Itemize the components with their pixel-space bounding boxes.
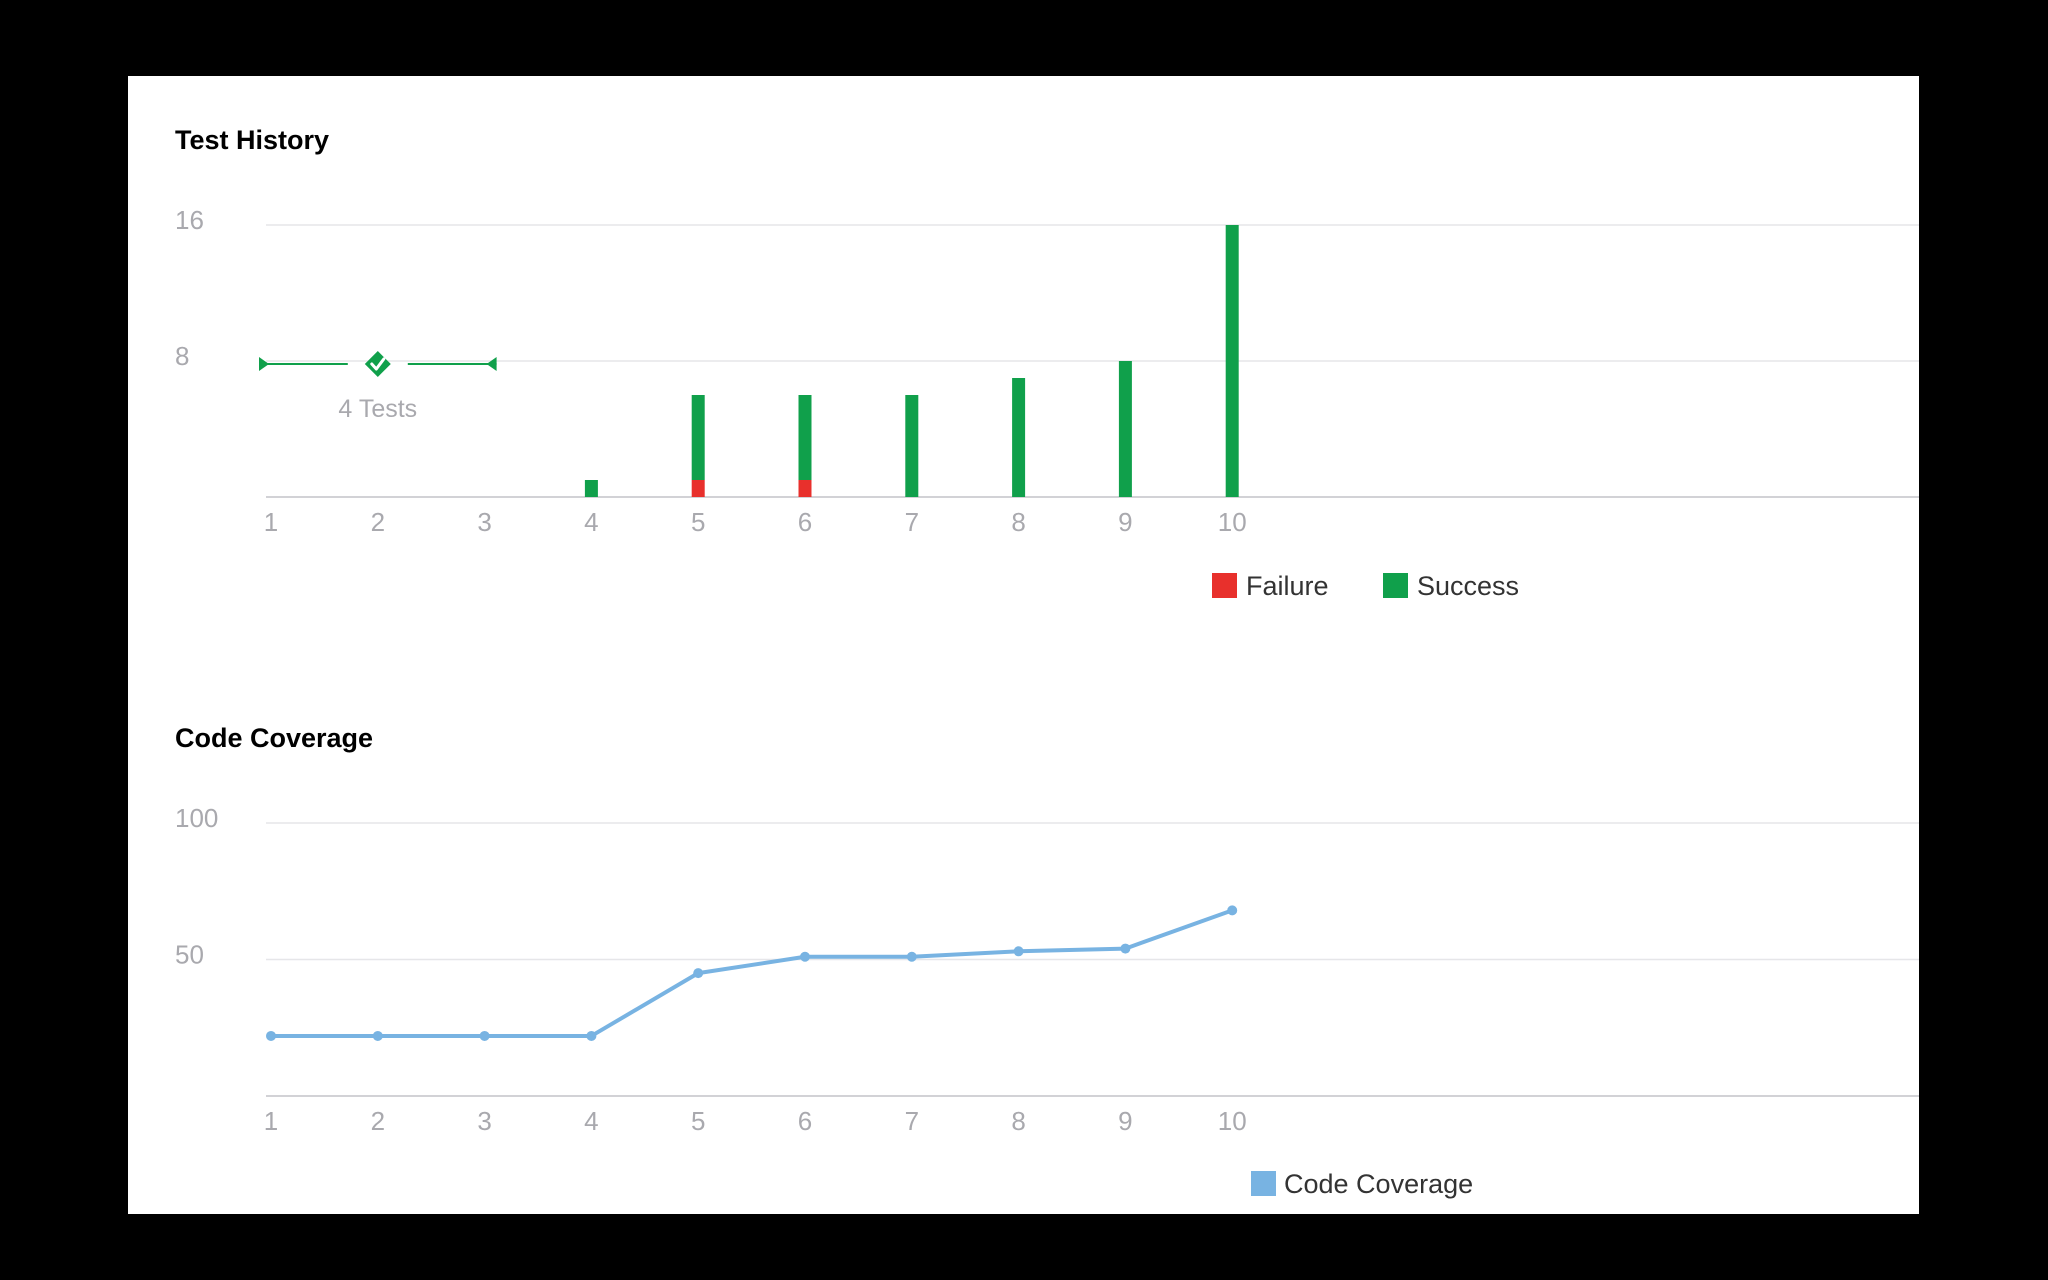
code-coverage-chart: 50 100 1 2 3 4 5 6 7 8 9 10 Code Coverage xyxy=(175,803,1919,1199)
x-tick-label: 4 xyxy=(584,507,598,537)
y-tick-label: 50 xyxy=(175,940,204,970)
data-point xyxy=(1227,905,1238,916)
x-tick-label: 2 xyxy=(371,1106,385,1136)
bar-failure xyxy=(691,480,705,497)
x-tick-label: 7 xyxy=(905,1106,919,1136)
annotation-end-marker xyxy=(486,357,497,371)
x-tick-label: 6 xyxy=(798,1106,812,1136)
x-tick-label: 7 xyxy=(905,507,919,537)
x-tick-label: 8 xyxy=(1011,507,1025,537)
data-point xyxy=(266,1030,276,1041)
bar-success xyxy=(584,480,598,497)
bar-failure xyxy=(798,480,812,497)
y-tick-label: 8 xyxy=(175,341,189,371)
legend-label-failure: Failure xyxy=(1246,571,1329,601)
x-tick-label: 4 xyxy=(584,1106,598,1136)
legend-swatch-code-coverage xyxy=(1251,1171,1276,1196)
data-point xyxy=(586,1030,597,1041)
x-tick-label: 5 xyxy=(691,1106,705,1136)
x-tick-label: 1 xyxy=(264,1106,278,1136)
annotation-label: 4 Tests xyxy=(338,395,417,423)
data-point xyxy=(906,951,917,962)
bar-success xyxy=(798,395,812,480)
success-check-icon xyxy=(364,351,391,377)
y-tick-label: 16 xyxy=(175,205,204,235)
data-point xyxy=(1013,946,1024,957)
bar-success xyxy=(1118,361,1132,497)
y-tick-label: 100 xyxy=(175,803,218,833)
bar-success xyxy=(1225,225,1239,497)
x-tick-label: 9 xyxy=(1118,507,1132,537)
data-point xyxy=(479,1030,490,1041)
x-tick-label: 9 xyxy=(1118,1106,1132,1136)
bar-success xyxy=(905,395,919,497)
bar-success xyxy=(1012,378,1026,497)
legend-label-success: Success xyxy=(1417,571,1519,601)
x-tick-label: 2 xyxy=(371,507,385,537)
series-line-code-coverage xyxy=(269,908,1235,1038)
legend-label-code-coverage: Code Coverage xyxy=(1284,1169,1473,1199)
x-tick-label: 1 xyxy=(264,507,278,537)
annotation-start-marker xyxy=(259,357,269,371)
test-history-title: Test History xyxy=(175,125,330,155)
data-point xyxy=(800,951,810,962)
test-history-chart: 8 16 1 2 3 4 5 6 7 8 9 10 4 Tests Failure Success xyxy=(175,205,1919,601)
data-point xyxy=(1120,943,1131,954)
x-tick-label: 3 xyxy=(477,507,491,537)
x-tick-label: 8 xyxy=(1011,1106,1025,1136)
data-point xyxy=(372,1030,383,1041)
x-tick-label: 10 xyxy=(1218,507,1247,537)
legend-swatch-failure xyxy=(1212,573,1237,598)
bar-success xyxy=(691,395,705,480)
data-point xyxy=(693,968,704,979)
x-tick-label: 10 xyxy=(1218,1106,1247,1136)
x-tick-label: 6 xyxy=(798,507,812,537)
report-panel: Test History 8 16 1 2 3 4 5 6 7 8 9 10 4 Tests Failur… xyxy=(128,76,1919,1214)
code-coverage-title: Code Coverage xyxy=(175,723,374,753)
checkmark-icon xyxy=(370,357,386,371)
legend-swatch-success xyxy=(1383,573,1408,598)
x-tick-label: 5 xyxy=(691,507,705,537)
x-tick-label: 3 xyxy=(477,1106,491,1136)
